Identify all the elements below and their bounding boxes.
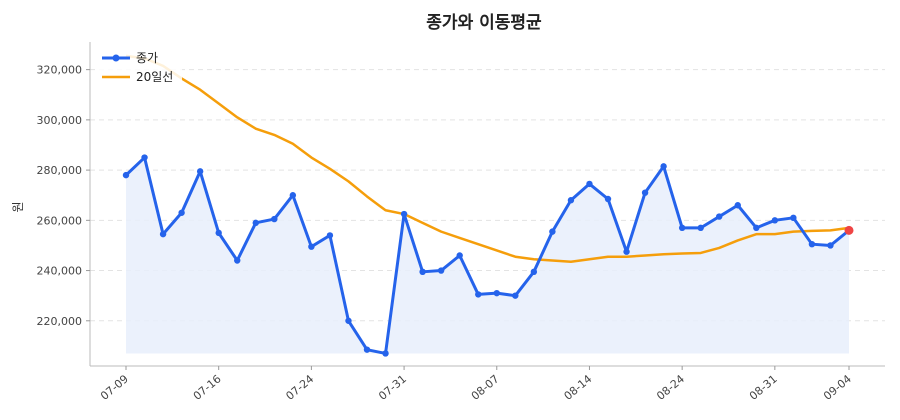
- close-point: [660, 163, 667, 170]
- legend-ma-label: 20일선: [136, 70, 173, 84]
- close-point: [159, 230, 167, 238]
- close-point: [122, 171, 130, 179]
- close-point: [326, 232, 334, 239]
- series-ma20: [125, 54, 850, 264]
- close-point: [196, 168, 204, 175]
- close-point: [493, 289, 500, 297]
- x-ticks: 07-09 07-16 07-24 07-31 08-07 08-14 08-24 08-31…: [98, 366, 854, 403]
- y-tick-label: 280,000: [37, 164, 83, 177]
- close-point: [215, 229, 222, 237]
- close-point: [382, 350, 389, 357]
- close-point: [252, 219, 259, 227]
- y-tick-label: 220,000: [37, 315, 83, 328]
- close-point: [549, 228, 556, 235]
- x-tick-label: 08-24: [654, 372, 687, 403]
- axes: [89, 42, 885, 367]
- chart-title: 종가와 이동평균: [426, 13, 542, 33]
- legend-close-marker: [112, 54, 120, 62]
- ma20-line: [125, 54, 850, 264]
- x-tick-label: 08-14: [562, 372, 595, 403]
- close-point: [623, 248, 630, 255]
- close-point: [289, 192, 297, 199]
- y-tick-label: 260,000: [37, 214, 83, 227]
- close-point: [808, 240, 816, 248]
- x-tick-label: 07-31: [376, 372, 409, 403]
- x-tick-label: 09-04: [821, 372, 854, 403]
- x-tick-label: 07-09: [98, 372, 131, 403]
- close-point: [753, 224, 760, 232]
- close-point: [641, 189, 649, 196]
- y-ticks: 220,000 240,000 260,000 280,000 300,000 320,0…: [37, 64, 90, 328]
- close-point: [697, 224, 704, 232]
- close-point: [437, 267, 445, 274]
- close-point: [234, 257, 241, 264]
- x-tick-label: 08-31: [747, 372, 780, 403]
- close-point: [345, 317, 352, 324]
- close-point: [678, 224, 686, 232]
- y-tick-label: 240,000: [37, 265, 83, 278]
- close-point: [790, 214, 797, 222]
- legend-close-label: 종가: [136, 51, 158, 65]
- close-area-fill: [126, 157, 849, 354]
- close-point: [363, 346, 371, 353]
- close-point: [475, 291, 482, 298]
- close-point: [141, 154, 148, 161]
- close-point: [586, 180, 593, 188]
- x-tick-label: 07-24: [283, 372, 316, 403]
- close-point: [604, 195, 612, 203]
- close-point: [827, 242, 834, 249]
- close-point: [456, 252, 463, 259]
- series-close: [122, 154, 854, 357]
- close-point: [178, 209, 185, 216]
- close-point: [530, 268, 538, 276]
- x-tick-label: 08-07: [469, 372, 502, 403]
- y-tick-label: 300,000: [37, 114, 83, 127]
- close-point: [734, 202, 741, 209]
- close-point: [771, 217, 779, 224]
- close-point: [716, 213, 723, 220]
- legend: 종가 20일선: [96, 46, 182, 88]
- close-point: [308, 243, 315, 250]
- x-tick-label: 07-16: [191, 372, 224, 403]
- close-fill-area: [126, 157, 849, 354]
- close-point: [512, 292, 519, 299]
- close-last-point: [844, 225, 854, 235]
- y-axis-label: 원: [11, 201, 25, 212]
- y-tick-label: 320,000: [37, 64, 83, 77]
- close-point: [400, 210, 408, 218]
- close-point: [567, 197, 575, 204]
- close-point: [419, 268, 426, 276]
- close-point: [271, 215, 278, 223]
- close-line: [124, 156, 850, 355]
